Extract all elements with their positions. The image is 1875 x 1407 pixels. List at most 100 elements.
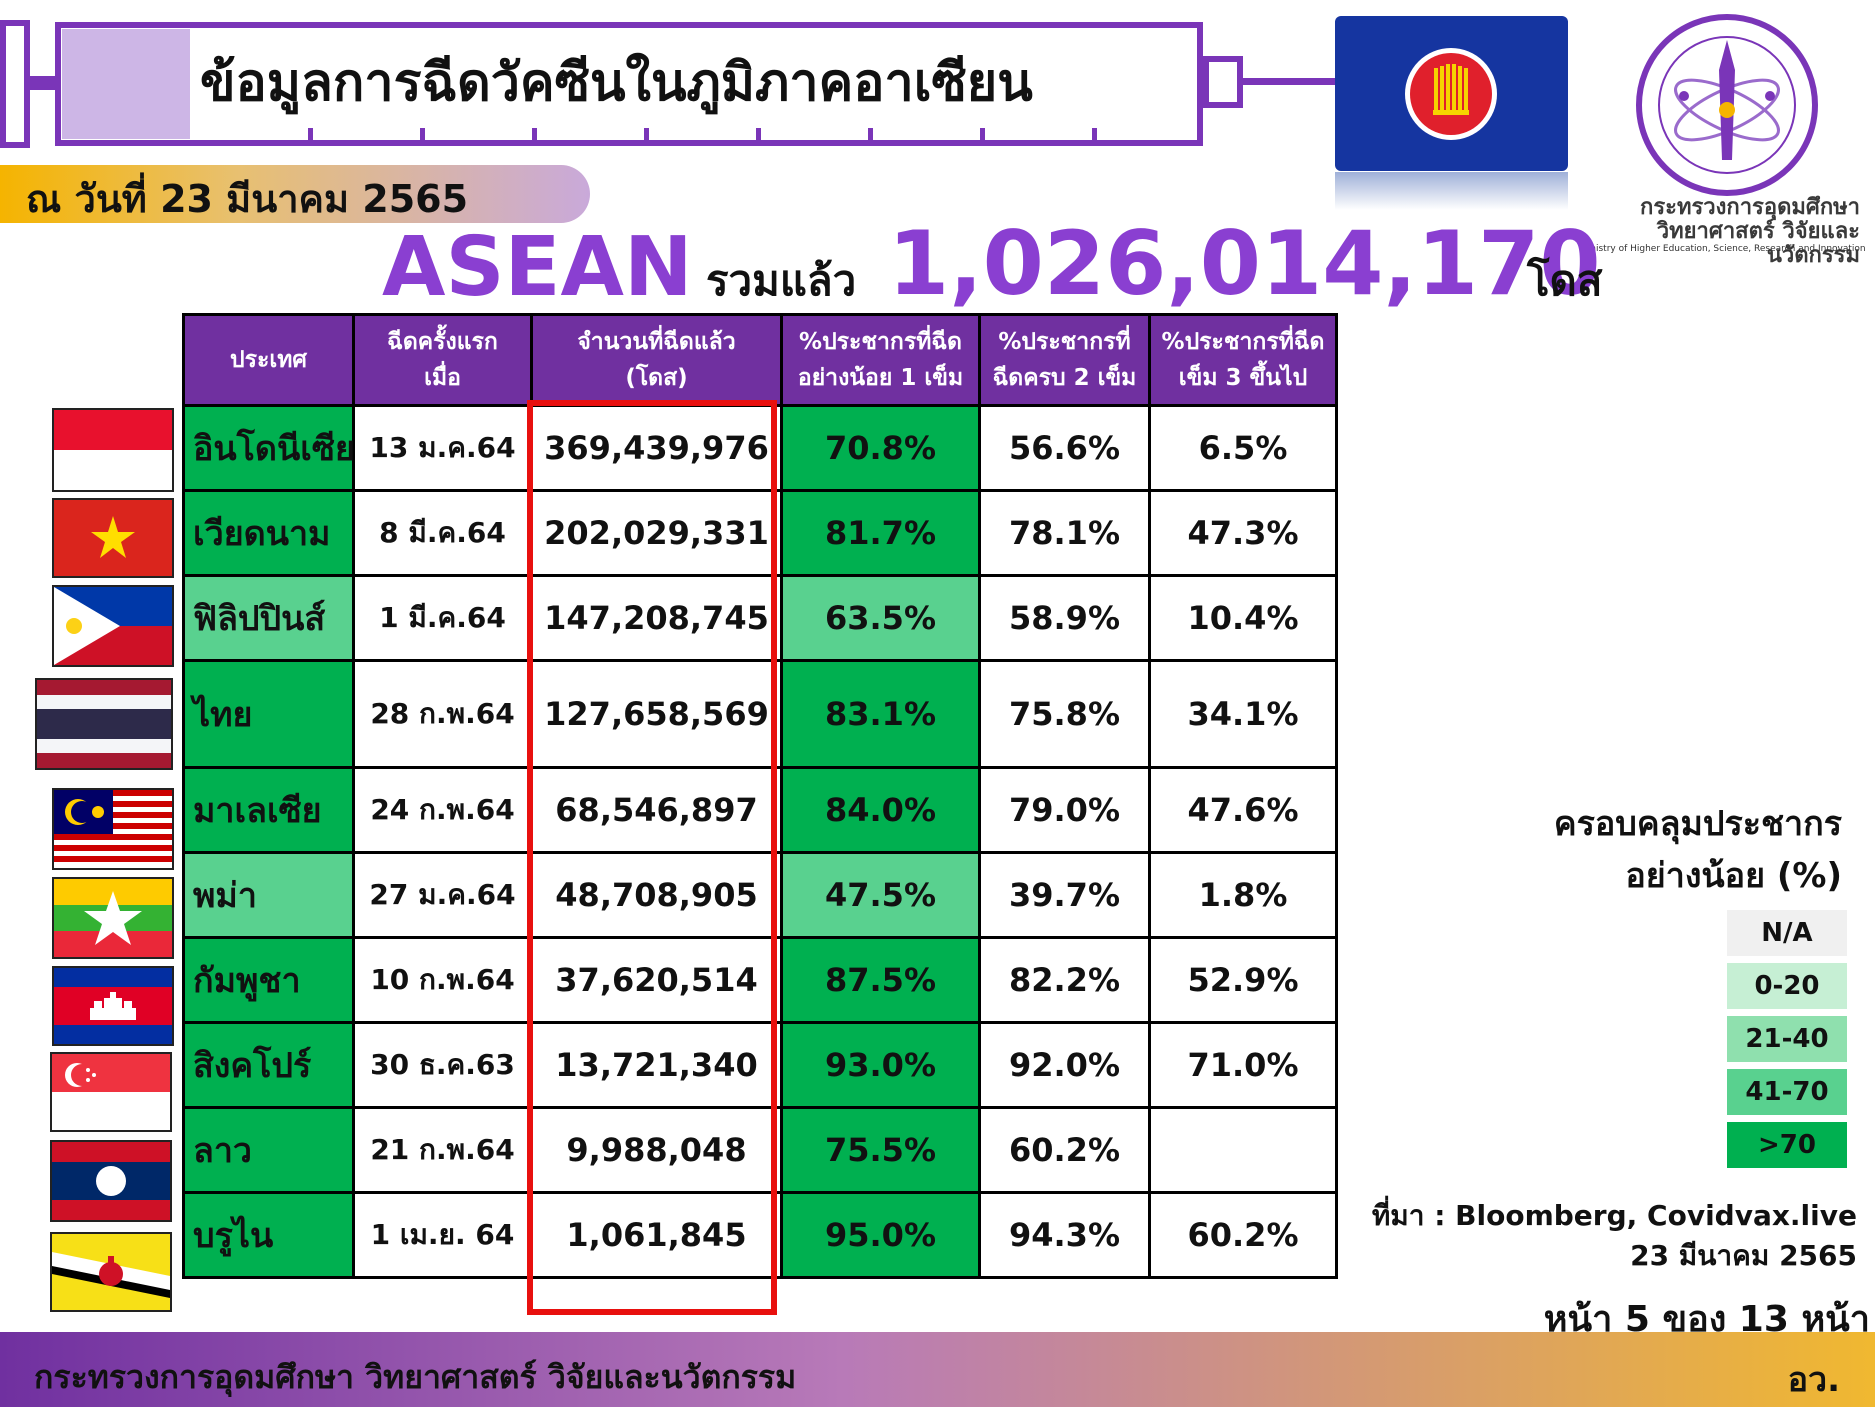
report-date: ณ วันที่ 23 มีนาคม 2565 bbox=[26, 177, 469, 221]
laos-flag-icon bbox=[50, 1140, 172, 1222]
header-pct-two-doses: %ประชากรที่ฉีดครบ 2 เข็ม bbox=[978, 313, 1151, 407]
legend-swatch: >70 bbox=[1727, 1122, 1847, 1168]
header-line: ประเทศ bbox=[230, 347, 307, 373]
vaccination-table: ประเทศ ฉีดครั้งแรก เมื่อ จำนวนที่ฉีดแล้ว (… bbox=[182, 313, 1338, 1279]
doses-given: 37,620,514 bbox=[530, 936, 783, 1024]
singapore-flag-icon bbox=[50, 1052, 172, 1132]
country-name: บรูไน bbox=[182, 1191, 355, 1279]
pct-three-doses: 71.0% bbox=[1148, 1021, 1338, 1109]
country-name: ไทย bbox=[182, 659, 355, 769]
ministry-logo bbox=[1632, 10, 1822, 200]
header-country: ประเทศ bbox=[182, 313, 355, 407]
footer-ministry-abbrev: อว. bbox=[1787, 1360, 1840, 1400]
legend-title-line1: ครอบคลุมประชากร bbox=[1553, 804, 1842, 844]
country-name: กัมพูชา bbox=[182, 936, 355, 1024]
legend-title: ครอบคลุมประชากร อย่างน้อย (%) bbox=[1480, 798, 1842, 902]
ministry-name-english: Ministry of Higher Education, Science, R… bbox=[1580, 244, 1866, 254]
header-pct-three-doses: %ประชากรที่ฉีด เข็ม 3 ขึ้นไป bbox=[1148, 313, 1338, 407]
footer-ministry-name: กระทรวงการอุดมศึกษา วิทยาศาสตร์ วิจัยและ… bbox=[34, 1358, 797, 1396]
total-doses: 1,026,014,170 bbox=[888, 212, 1601, 315]
pct-two-doses: 82.2% bbox=[978, 936, 1151, 1024]
ministry-name: กระทรวงการอุดมศึกษา วิทยาศาสตร์ วิจัยและ… bbox=[1580, 196, 1860, 268]
pct-one-dose: 47.5% bbox=[780, 851, 981, 939]
table-header-row: ประเทศ ฉีดครั้งแรก เมื่อ จำนวนที่ฉีดแล้ว (… bbox=[182, 313, 1338, 407]
doses-given: 147,208,745 bbox=[530, 574, 783, 662]
asean-flag-icon bbox=[1335, 16, 1568, 171]
first-dose-date: 28 ก.พ.64 bbox=[352, 659, 533, 769]
first-dose-date: 24 ก.พ.64 bbox=[352, 766, 533, 854]
pct-three-doses: 60.2% bbox=[1148, 1191, 1338, 1279]
syringe-tick bbox=[532, 128, 537, 142]
pct-one-dose: 63.5% bbox=[780, 574, 981, 662]
title-syringe-frame bbox=[55, 22, 1203, 146]
syringe-needle bbox=[1243, 78, 1340, 85]
pct-one-dose: 84.0% bbox=[780, 766, 981, 854]
first-dose-date: 21 ก.พ.64 bbox=[352, 1106, 533, 1194]
legend-swatch: 41-70 bbox=[1727, 1069, 1847, 1115]
first-dose-date: 8 มี.ค.64 bbox=[352, 489, 533, 577]
ministry-name-line1: กระทรวงการอุดมศึกษา bbox=[1640, 195, 1860, 220]
country-name: พม่า bbox=[182, 851, 355, 939]
syringe-tick bbox=[644, 128, 649, 142]
table-row: ไทย 28 ก.พ.64 127,658,569 83.1% 75.8% 34… bbox=[182, 659, 1338, 769]
country-name: ลาว bbox=[182, 1106, 355, 1194]
legend-title-line2: อย่างน้อย (%) bbox=[1625, 856, 1842, 896]
first-dose-date: 13 ม.ค.64 bbox=[352, 404, 533, 492]
table-row: พม่า 27 ม.ค.64 48,708,905 47.5% 39.7% 1.… bbox=[182, 851, 1338, 939]
doses-given: 202,029,331 bbox=[530, 489, 783, 577]
asean-flag-reflection bbox=[1335, 172, 1568, 210]
country-name: ฟิลิปปินส์ bbox=[182, 574, 355, 662]
pct-three-doses: 47.3% bbox=[1148, 489, 1338, 577]
pct-three-doses: 6.5% bbox=[1148, 404, 1338, 492]
syringe-rod bbox=[30, 76, 55, 90]
pct-three-doses bbox=[1148, 1106, 1338, 1194]
pct-three-doses: 10.4% bbox=[1148, 574, 1338, 662]
pct-three-doses: 1.8% bbox=[1148, 851, 1338, 939]
source-line2: 23 มีนาคม 2565 bbox=[1630, 1239, 1857, 1272]
syringe-tick bbox=[420, 128, 425, 142]
header-pct-one-dose: %ประชากรที่ฉีด อย่างน้อย 1 เข็ม bbox=[780, 313, 981, 407]
header-line: ฉีดครบ 2 เข็ม bbox=[992, 365, 1137, 391]
header-line: เมื่อ bbox=[424, 365, 461, 391]
doses-given: 1,061,845 bbox=[530, 1191, 783, 1279]
first-dose-date: 30 ธ.ค.63 bbox=[352, 1021, 533, 1109]
legend-swatch: N/A bbox=[1727, 910, 1847, 956]
doses-given: 48,708,905 bbox=[530, 851, 783, 939]
date-banner bbox=[0, 165, 590, 223]
syringe-tick bbox=[308, 128, 313, 142]
syringe-tick bbox=[868, 128, 873, 142]
country-name: มาเลเซีย bbox=[182, 766, 355, 854]
country-name: เวียดนาม bbox=[182, 489, 355, 577]
pct-two-doses: 60.2% bbox=[978, 1106, 1151, 1194]
header-doses: จำนวนที่ฉีดแล้ว (โดส) bbox=[530, 313, 783, 407]
table-row: อินโดนีเซีย 13 ม.ค.64 369,439,976 70.8% … bbox=[182, 404, 1338, 492]
pct-one-dose: 95.0% bbox=[780, 1191, 981, 1279]
header-line: %ประชากรที่ bbox=[998, 329, 1131, 355]
header-line: (โดส) bbox=[625, 365, 688, 391]
country-name: อินโดนีเซีย bbox=[182, 404, 355, 492]
pct-three-doses: 34.1% bbox=[1148, 659, 1338, 769]
first-dose-date: 1 เม.ย. 64 bbox=[352, 1191, 533, 1279]
legend-swatch: 0-20 bbox=[1727, 963, 1847, 1009]
philippines-flag-icon bbox=[52, 585, 174, 667]
table-row: สิงคโปร์ 30 ธ.ค.63 13,721,340 93.0% 92.0… bbox=[182, 1021, 1338, 1109]
myanmar-flag-icon bbox=[52, 877, 174, 959]
pct-two-doses: 79.0% bbox=[978, 766, 1151, 854]
pct-one-dose: 87.5% bbox=[780, 936, 981, 1024]
pct-one-dose: 83.1% bbox=[780, 659, 981, 769]
table-row: ลาว 21 ก.พ.64 9,988,048 75.5% 60.2% bbox=[182, 1106, 1338, 1194]
table-row: ฟิลิปปินส์ 1 มี.ค.64 147,208,745 63.5% 5… bbox=[182, 574, 1338, 662]
header-line: เข็ม 3 ขึ้นไป bbox=[1178, 365, 1308, 391]
cambodia-flag-icon bbox=[52, 966, 174, 1046]
pct-three-doses: 52.9% bbox=[1148, 936, 1338, 1024]
page-title: ข้อมูลการฉีดวัคซีนในภูมิภาคอาเซียน bbox=[200, 53, 1033, 113]
syringe-tick bbox=[1092, 128, 1097, 142]
ministry-name-line2: วิทยาศาสตร์ วิจัยและนวัตกรรม bbox=[1656, 219, 1860, 268]
pct-one-dose: 81.7% bbox=[780, 489, 981, 577]
doses-given: 127,658,569 bbox=[530, 659, 783, 769]
doses-given: 369,439,976 bbox=[530, 404, 783, 492]
header-first-dose: ฉีดครั้งแรก เมื่อ bbox=[352, 313, 533, 407]
pct-two-doses: 75.8% bbox=[978, 659, 1151, 769]
syringe-tick bbox=[756, 128, 761, 142]
pct-one-dose: 93.0% bbox=[780, 1021, 981, 1109]
